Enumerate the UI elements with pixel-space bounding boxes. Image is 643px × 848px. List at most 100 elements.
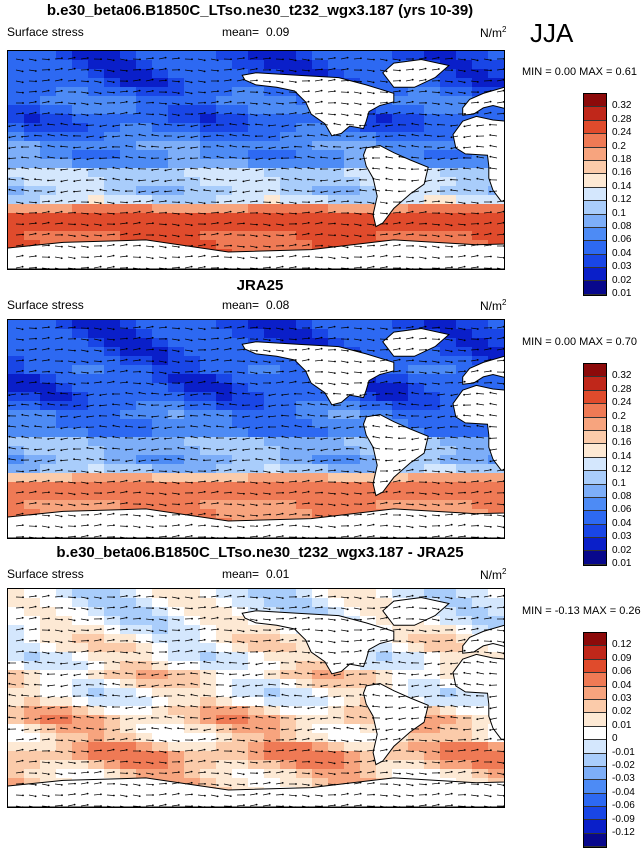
field-cell: [376, 51, 393, 61]
field-cell: [264, 383, 281, 393]
field-cell: [168, 204, 185, 214]
field-cell: [88, 195, 105, 205]
wind-vector-head: [464, 513, 466, 515]
wind-vector-head: [334, 504, 336, 506]
wind-vector-head: [74, 200, 76, 202]
wind-vector-head: [320, 427, 322, 429]
wind-vector-head: [203, 448, 205, 450]
wind-vector-head: [294, 156, 296, 158]
field-cell: [88, 491, 105, 501]
wind-vector-head: [490, 233, 492, 235]
wind-vector-head: [463, 136, 465, 138]
wind-vector-head: [476, 125, 478, 127]
wind-vector-head: [451, 81, 453, 83]
wind-vector-head: [320, 145, 322, 147]
field-cell: [392, 500, 409, 510]
field-cell: [472, 446, 489, 456]
wind-vector-head: [112, 436, 114, 438]
field-cell: [200, 428, 217, 438]
field-cell: [72, 446, 89, 456]
wind-vector-head: [255, 448, 257, 450]
wind-vector: [432, 92, 439, 93]
wind-vector-head: [165, 247, 167, 249]
wind-vector-head: [243, 372, 245, 374]
colorbar-box: [584, 458, 606, 471]
wind-vector-head: [74, 326, 76, 328]
field-cell: [120, 150, 137, 160]
field-cell: [200, 419, 217, 429]
wind-vector-head: [113, 502, 115, 504]
field-cell: [200, 347, 217, 357]
field-cell: [200, 123, 217, 133]
colorbar-tick-label: 0.01: [612, 559, 631, 569]
wind-vector-head: [139, 69, 141, 71]
field-cell: [136, 347, 153, 357]
field-cell: [136, 195, 153, 205]
wind-vector-head: [139, 112, 141, 114]
panel1-title: b.e30_beta06.B1850C_LTso.ne30_t232_wgx3.…: [0, 2, 520, 19]
wind-vector-head: [191, 224, 193, 226]
wind-vector-head: [373, 371, 375, 373]
wind-vector-head: [100, 436, 102, 438]
wind-vector-head: [282, 59, 284, 61]
wind-vector-head: [373, 203, 375, 205]
wind-vector-head: [165, 417, 167, 419]
wind-vector-head: [191, 361, 193, 363]
field-cell: [104, 69, 121, 79]
wind-vector-head: [126, 491, 128, 493]
wind-vector-head: [295, 81, 297, 83]
wind-vector-head: [138, 415, 140, 417]
wind-vector-head: [373, 502, 375, 504]
wind-vector-head: [334, 181, 336, 183]
field-cell: [24, 141, 41, 151]
wind-vector-head: [360, 458, 362, 460]
wind-vector-head: [34, 460, 36, 462]
field-cell: [264, 150, 281, 160]
wind-vector-head: [320, 415, 322, 417]
wind-vector-head: [477, 470, 479, 472]
wind-vector-head: [347, 471, 349, 473]
wind-vector-head: [437, 427, 439, 429]
wind-vector-head: [34, 178, 36, 180]
field-cell: [408, 132, 425, 142]
wind-vector-head: [126, 348, 128, 350]
field-cell: [24, 670, 41, 680]
wind-vector-head: [451, 395, 453, 397]
wind-vector-head: [295, 339, 297, 341]
wind-vector-head: [177, 426, 179, 428]
wind-vector-head: [22, 203, 24, 205]
wind-vector-head: [372, 167, 374, 169]
wind-vector-head: [139, 134, 141, 136]
wind-vector: [35, 136, 42, 137]
colorbar-tick-label: 0.28: [612, 385, 631, 395]
wind-vector-head: [281, 147, 283, 149]
wind-vector-head: [437, 448, 439, 450]
wind-vector-head: [152, 481, 154, 483]
field-cell: [120, 634, 137, 644]
wind-vector-head: [112, 125, 114, 127]
wind-vector-head: [294, 393, 296, 395]
wind-vector-head: [164, 427, 166, 429]
wind-vector-head: [372, 394, 374, 396]
wind-vector-head: [373, 59, 375, 61]
field-cell: [408, 365, 425, 375]
wind-vector-head: [165, 494, 167, 496]
wind-vector-head: [61, 383, 63, 385]
wind-vector-head: [308, 514, 310, 516]
field-cell: [264, 473, 281, 483]
wind-vector-head: [8, 147, 10, 149]
wind-vector-head: [61, 348, 63, 350]
wind-vector-head: [217, 59, 219, 61]
wind-vector-head: [347, 417, 349, 419]
wind-vector-head: [100, 235, 102, 237]
wind-vector-head: [61, 181, 63, 183]
field-cell: [328, 168, 345, 178]
wind-vector-head: [346, 135, 348, 137]
wind-vector-head: [217, 502, 219, 504]
wind-vector-head: [477, 81, 479, 83]
panel2-field: Surface stress: [7, 298, 84, 312]
field-cell: [8, 464, 25, 474]
wind-vector-head: [308, 59, 310, 61]
field-cell: [184, 500, 201, 510]
wind-vector-head: [204, 524, 206, 526]
